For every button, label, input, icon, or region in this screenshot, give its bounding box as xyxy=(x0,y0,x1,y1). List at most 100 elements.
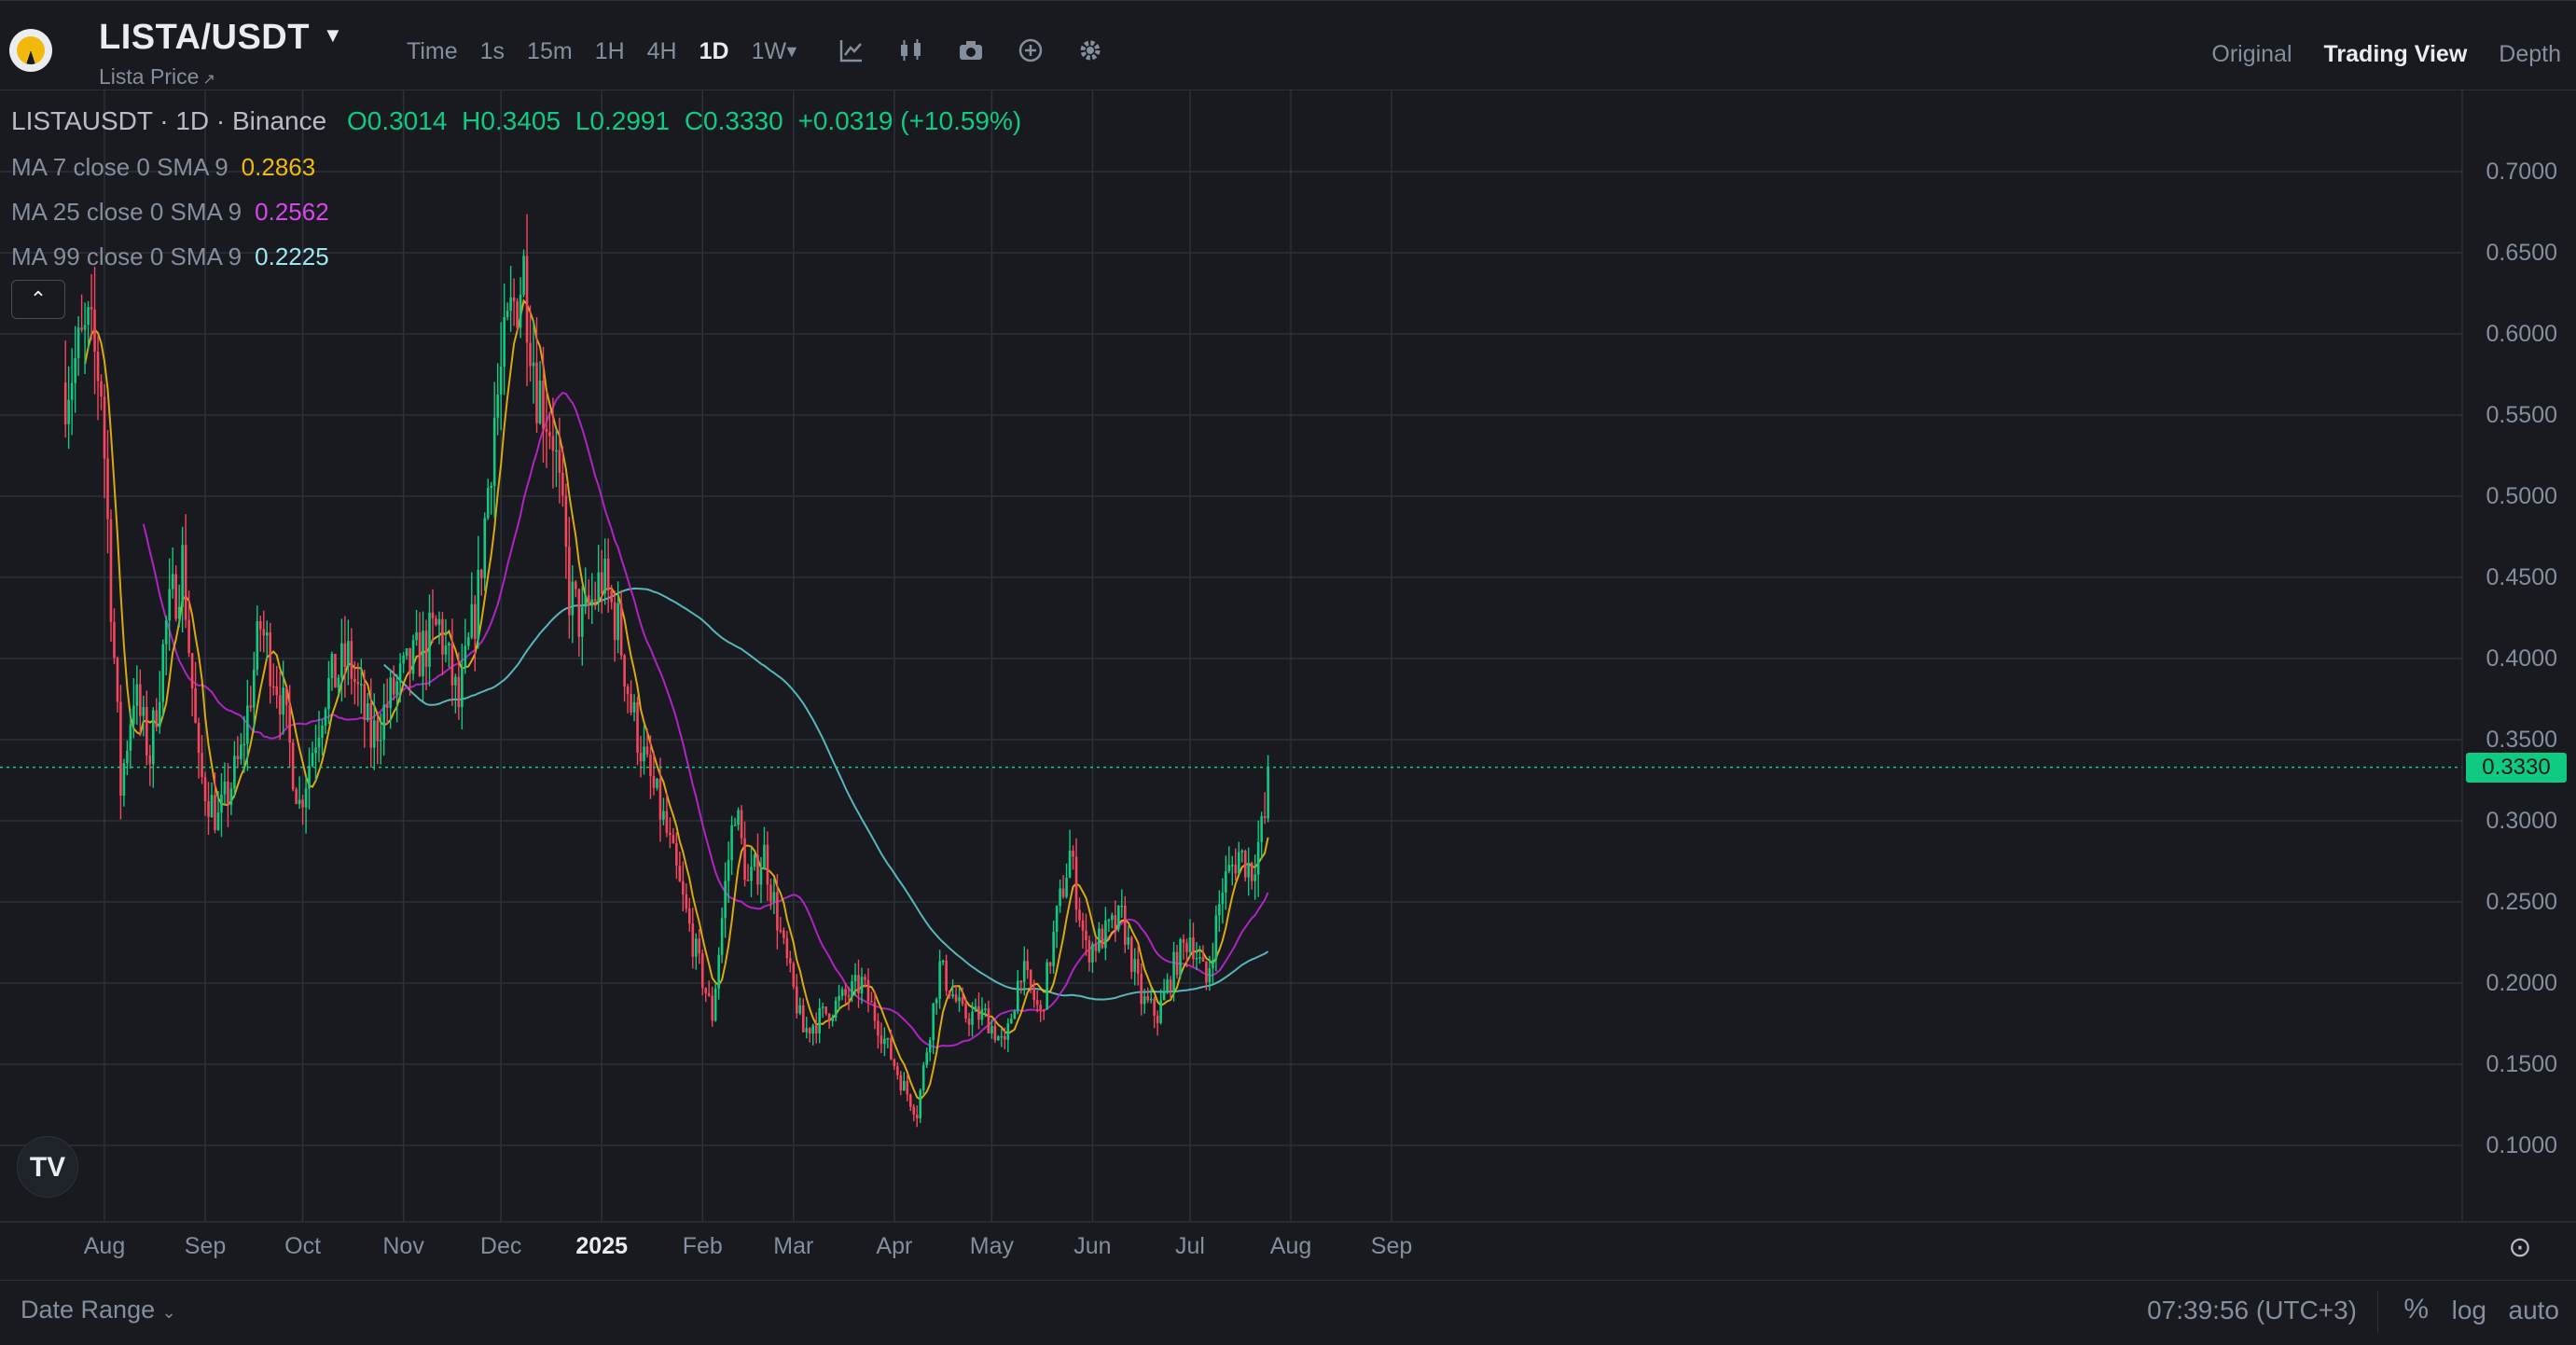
candle xyxy=(499,322,503,431)
candle xyxy=(174,565,177,622)
candle-body xyxy=(1247,863,1251,878)
candle-body xyxy=(67,399,70,424)
candle xyxy=(1218,890,1221,932)
candle-body xyxy=(1146,996,1149,1001)
indicators-icon[interactable] xyxy=(838,36,866,64)
candle xyxy=(363,670,367,748)
candle-body xyxy=(1267,767,1269,819)
tab-trading-view[interactable]: Trading View xyxy=(2323,41,2468,67)
candle-body xyxy=(499,367,503,395)
candle-body xyxy=(821,1006,824,1008)
ma99-legend[interactable]: MA 99 close 0 SMA 9 0.2225 xyxy=(11,243,329,271)
candle-body xyxy=(899,1075,903,1091)
candle-body xyxy=(883,1038,886,1045)
tradingview-logo-icon[interactable]: TV xyxy=(17,1136,78,1198)
candle-body xyxy=(730,825,733,861)
candle-body xyxy=(853,975,857,981)
candle-body xyxy=(873,1002,877,1021)
candle-body xyxy=(506,311,509,317)
asset-price-label: Lista Price xyxy=(99,64,200,89)
candle xyxy=(242,715,246,773)
candle xyxy=(249,686,253,713)
candle-body xyxy=(135,684,139,706)
candle-body xyxy=(1065,878,1068,897)
price-chart[interactable] xyxy=(0,90,2576,1280)
candle xyxy=(993,1019,997,1044)
legend-collapse-button[interactable]: ⌃ xyxy=(11,280,65,319)
candle xyxy=(908,1093,912,1112)
candle-body xyxy=(811,1025,815,1034)
interval-more-icon[interactable]: ▼ xyxy=(783,42,800,61)
candle xyxy=(135,665,139,725)
candle xyxy=(698,929,701,964)
candle-body xyxy=(1123,905,1127,945)
candle xyxy=(1243,849,1247,882)
candle xyxy=(1185,938,1188,968)
candle xyxy=(919,1088,922,1123)
candle xyxy=(1140,963,1143,1016)
candle xyxy=(145,690,148,766)
date-range-button[interactable]: Date Range ⌄ xyxy=(21,1296,176,1324)
candle-body xyxy=(126,750,129,764)
candle xyxy=(1000,1028,1004,1047)
log-scale-toggle[interactable]: log xyxy=(2451,1296,2486,1324)
candle xyxy=(473,595,477,672)
pair-selector[interactable]: LISTA/USDT xyxy=(99,18,310,57)
candle-body xyxy=(1185,942,1188,952)
interval-15m[interactable]: 15m xyxy=(527,38,573,64)
camera-icon[interactable] xyxy=(957,36,985,64)
interval-4h[interactable]: 4H xyxy=(646,38,677,64)
asset-price-link[interactable]: Lista Price ↗ xyxy=(99,64,215,90)
candle xyxy=(987,1000,990,1034)
candle xyxy=(626,684,630,714)
interval-1s[interactable]: 1s xyxy=(479,38,506,64)
candle xyxy=(704,987,708,1003)
candle xyxy=(171,547,174,599)
ma7-legend[interactable]: MA 7 close 0 SMA 9 0.2863 xyxy=(11,153,315,182)
candle xyxy=(1081,912,1085,949)
candle-body xyxy=(1004,1035,1006,1040)
interval-1w[interactable]: 1W xyxy=(751,38,787,64)
interval-time[interactable]: Time xyxy=(407,38,458,64)
candle xyxy=(903,1072,906,1091)
auto-scale-toggle[interactable]: auto xyxy=(2508,1296,2560,1324)
chart-settings-icon[interactable]: ⊙ xyxy=(2508,1232,2532,1263)
candle xyxy=(691,908,695,969)
candle xyxy=(1072,845,1074,870)
candle-body xyxy=(1162,991,1166,1001)
tab-original[interactable]: Original xyxy=(2211,41,2292,67)
interval-1d[interactable]: 1D xyxy=(699,38,729,64)
candle-body xyxy=(1078,909,1081,921)
candle-body xyxy=(461,668,464,708)
candle xyxy=(385,678,389,726)
candlestick-type-icon[interactable] xyxy=(897,36,925,64)
candle-body xyxy=(958,997,961,1002)
candle xyxy=(376,713,380,765)
candle-body xyxy=(519,294,522,328)
interval-1h[interactable]: 1H xyxy=(594,38,625,64)
candle xyxy=(216,791,220,831)
candle-body xyxy=(1085,930,1087,941)
candle xyxy=(258,616,262,652)
candle xyxy=(1065,863,1068,899)
gear-icon[interactable] xyxy=(1076,36,1104,64)
add-drawing-icon[interactable] xyxy=(1017,36,1045,64)
candle xyxy=(961,987,964,1006)
candle-body xyxy=(1240,850,1244,853)
percent-scale-toggle[interactable]: % xyxy=(2403,1294,2429,1324)
candle xyxy=(808,1027,811,1043)
candle xyxy=(70,348,74,436)
pair-dropdown-icon[interactable]: ▼ xyxy=(323,23,343,47)
ma25-legend[interactable]: MA 25 close 0 SMA 9 0.2562 xyxy=(11,198,329,227)
candle-body xyxy=(535,362,538,423)
candle xyxy=(1201,945,1205,962)
candle xyxy=(1234,848,1238,881)
tab-depth[interactable]: Depth xyxy=(2499,41,2561,67)
candle-body xyxy=(70,382,74,400)
candle xyxy=(168,558,171,651)
candle xyxy=(951,978,954,999)
candle-body xyxy=(415,631,418,641)
candle-body xyxy=(707,992,711,996)
candle xyxy=(1085,913,1087,956)
candle-body xyxy=(298,799,301,805)
